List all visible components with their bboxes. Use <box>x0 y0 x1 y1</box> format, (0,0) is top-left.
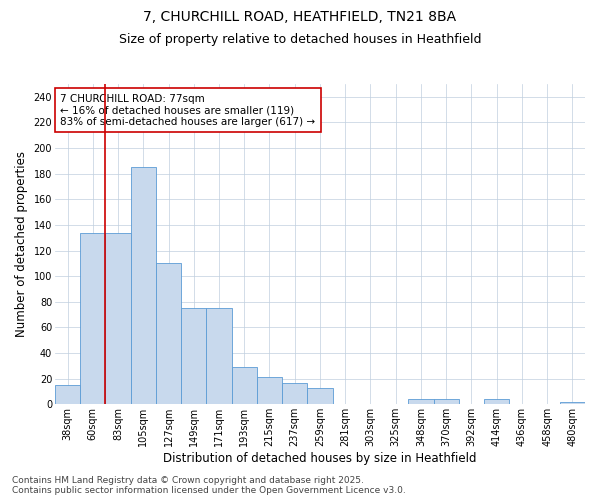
Bar <box>560 402 585 404</box>
Bar <box>409 399 434 404</box>
Bar <box>232 367 257 405</box>
Bar <box>55 385 80 404</box>
Bar <box>307 388 332 404</box>
Text: 7 CHURCHILL ROAD: 77sqm
← 16% of detached houses are smaller (119)
83% of semi-d: 7 CHURCHILL ROAD: 77sqm ← 16% of detache… <box>60 94 316 127</box>
Bar <box>206 308 232 404</box>
X-axis label: Distribution of detached houses by size in Heathfield: Distribution of detached houses by size … <box>163 452 477 465</box>
Text: 7, CHURCHILL ROAD, HEATHFIELD, TN21 8BA: 7, CHURCHILL ROAD, HEATHFIELD, TN21 8BA <box>143 10 457 24</box>
Bar <box>181 308 206 404</box>
Bar <box>131 168 156 404</box>
Bar <box>80 232 106 404</box>
Bar <box>156 264 181 404</box>
Text: Size of property relative to detached houses in Heathfield: Size of property relative to detached ho… <box>119 32 481 46</box>
Bar <box>434 399 459 404</box>
Bar <box>257 378 282 404</box>
Bar <box>282 382 307 404</box>
Text: Contains HM Land Registry data © Crown copyright and database right 2025.
Contai: Contains HM Land Registry data © Crown c… <box>12 476 406 495</box>
Bar <box>106 232 131 404</box>
Bar <box>484 399 509 404</box>
Y-axis label: Number of detached properties: Number of detached properties <box>15 151 28 337</box>
